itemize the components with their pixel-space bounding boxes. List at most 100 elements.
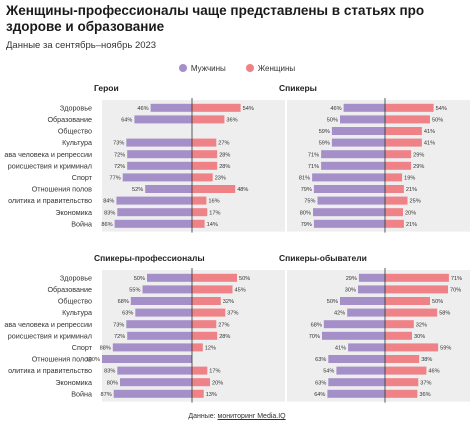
bar-label-women: 59%: [440, 346, 451, 352]
category-label: олитика и правительство: [8, 366, 92, 375]
bar-label-men: 46%: [137, 106, 148, 112]
bar-men: [312, 173, 385, 182]
bar-label-women: 32%: [416, 322, 427, 328]
bar-men: [126, 320, 192, 329]
category-label: Отношения полов: [32, 185, 92, 194]
panel-title: Спикеры: [279, 83, 317, 93]
bar-women: [192, 343, 203, 352]
bar-men: [358, 273, 385, 282]
category-label: Образование: [47, 115, 92, 124]
bar-men: [358, 285, 385, 294]
bar-men: [336, 366, 385, 375]
bar-women: [192, 308, 226, 317]
bar-label-men: 54%: [323, 369, 334, 375]
bar-men: [117, 208, 192, 217]
bar-label-men: 75%: [304, 199, 315, 205]
legend-item-men: Мужчины: [178, 62, 226, 74]
bar-men: [343, 103, 385, 112]
bar-women: [192, 219, 205, 228]
bar-label-men: 41%: [335, 346, 346, 352]
bar-label-women: 23%: [215, 176, 226, 182]
category-label: Война: [71, 219, 92, 228]
category-label: Здоровье: [60, 103, 92, 112]
bar-men: [340, 115, 385, 124]
bar-women: [385, 150, 412, 159]
bar-men: [347, 308, 385, 317]
bar-label-women: 16%: [208, 199, 219, 205]
bar-women: [192, 103, 241, 112]
bar-label-men: 46%: [330, 106, 341, 112]
bar-label-women: 13%: [206, 392, 217, 398]
bar-label-men: 79%: [301, 222, 312, 228]
bar-men: [313, 208, 385, 217]
category-label: Культура: [62, 138, 92, 147]
bar-label-women: 50%: [239, 276, 250, 282]
category-label: Экономика: [55, 378, 92, 387]
bar-label-men: 72%: [114, 152, 125, 158]
bar-women: [192, 273, 237, 282]
bar-women: [192, 161, 218, 170]
bar-label-men: 55%: [129, 288, 140, 294]
bar-women: [385, 103, 434, 112]
bar-label-women: 70%: [450, 288, 461, 294]
panel-title: Герои: [94, 83, 119, 93]
bar-label-women: 36%: [419, 392, 430, 398]
bar-label-women: 21%: [406, 187, 417, 193]
page-title: Женщины-профессионалы чаще представлены …: [6, 3, 425, 34]
bar-label-women: 50%: [432, 118, 443, 124]
category-label: роисшествия и криминал: [8, 331, 92, 340]
bar-women: [385, 138, 422, 147]
bar-women: [192, 389, 204, 398]
bar-men: [127, 161, 192, 170]
legend-item-women: Женщины: [245, 62, 296, 74]
source-link[interactable]: мониторинг Media.IQ: [217, 413, 286, 420]
category-label: Общество: [58, 297, 92, 306]
legend-label-women: Женщины: [257, 63, 296, 73]
chart-panel-1: Герои Здоровье 46% 54% Образование 64% 36% Обще…: [4, 83, 285, 233]
bar-label-women: 37%: [227, 311, 238, 317]
bar-women: [385, 320, 414, 329]
bar-label-men: 72%: [114, 334, 125, 340]
bar-men: [117, 366, 192, 375]
bar-label-men: 88%: [100, 346, 111, 352]
bar-label-women: 29%: [413, 164, 424, 170]
bar-label-men: 83%: [104, 369, 115, 375]
category-label: Отношения полов: [32, 355, 92, 364]
bar-label-men: 73%: [113, 141, 124, 147]
legend-swatch-women: [245, 64, 254, 72]
bar-label-women: 17%: [209, 369, 220, 375]
bar-label-men: 70%: [309, 334, 320, 340]
bar-label-women: 27%: [218, 322, 229, 328]
bar-men: [130, 297, 192, 305]
bar-label-men: 50%: [327, 299, 338, 305]
bar-label-men: 59%: [319, 129, 330, 135]
bar-label-women: 32%: [223, 299, 234, 305]
bar-label-men: 63%: [122, 311, 133, 317]
bar-label-men: 73%: [113, 322, 124, 328]
bar-label-men: 83%: [104, 210, 115, 216]
bar-men: [313, 185, 385, 193]
bar-women: [385, 208, 403, 217]
bar-label-women: 28%: [219, 164, 230, 170]
bar-women: [192, 138, 217, 147]
bar-label-men: 30%: [345, 288, 356, 294]
bar-label-women: 37%: [420, 380, 431, 386]
bar-men: [127, 150, 192, 159]
bar-men: [134, 115, 192, 124]
bar-label-men: 68%: [118, 299, 129, 305]
bar-label-women: 20%: [212, 380, 223, 386]
bar-label-women: 54%: [436, 106, 447, 112]
bar-women: [192, 366, 208, 375]
bar-men: [122, 173, 192, 182]
bar-label-women: 54%: [243, 106, 254, 112]
chart-panel-2: Спикеры 46% 54% 50% 50% 59% 41% 59% 41% 71% 29% 71%…: [279, 83, 470, 233]
bar-women: [385, 366, 427, 375]
bar-women: [192, 320, 217, 329]
source-prefix: Данные:: [188, 413, 218, 420]
bar-label-women: 14%: [207, 222, 218, 228]
bar-label-women: 25%: [410, 199, 421, 205]
bar-women: [385, 127, 422, 135]
bar-men: [127, 331, 192, 340]
bar-label-men: 80%: [107, 380, 118, 386]
